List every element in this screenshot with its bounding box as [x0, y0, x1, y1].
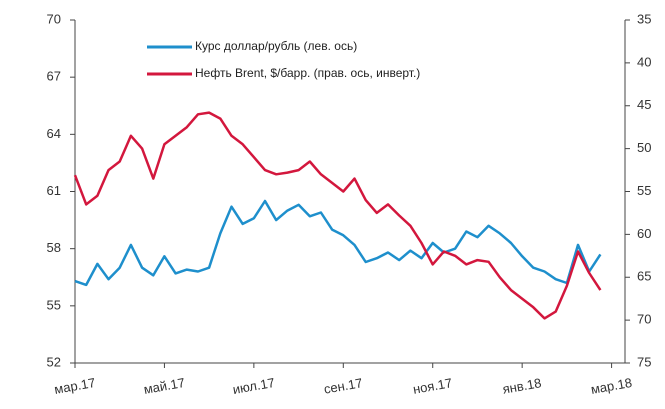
y2-tick-label: 60	[637, 226, 651, 241]
y2-tick-label: 50	[637, 140, 651, 155]
x-tick-label: мар.17	[53, 375, 96, 397]
y-tick-label: 52	[47, 354, 61, 369]
y-tick-label: 58	[47, 240, 61, 255]
y-tick-label: 64	[47, 126, 61, 141]
y2-tick-label: 55	[637, 183, 651, 198]
y-tick-label: 67	[47, 69, 61, 84]
legend-label: Нефть Brent, $/барр. (прав. ось, инверт.…	[195, 66, 420, 80]
y2-tick-label: 75	[637, 354, 651, 369]
x-tick-label: июл.17	[232, 375, 276, 397]
x-tick-label: мар.18	[590, 375, 633, 397]
legend-label: Курс доллар/рубль (лев. ось)	[195, 39, 357, 53]
y2-tick-label: 65	[637, 269, 651, 284]
y-tick-label: 55	[47, 297, 61, 312]
x-tick-label: янв.18	[501, 375, 542, 397]
y-tick-label: 61	[47, 183, 61, 198]
series-line	[73, 111, 602, 320]
y-tick-label: 70	[47, 11, 61, 26]
y2-tick-label: 35	[637, 11, 651, 26]
x-tick-label: сен.17	[323, 375, 364, 397]
x-tick-label: ноя.17	[412, 375, 454, 397]
y2-tick-label: 70	[637, 312, 651, 327]
y2-tick-label: 45	[637, 97, 651, 112]
series-line	[74, 199, 602, 287]
y2-tick-label: 40	[637, 54, 651, 69]
x-tick-label: май.17	[143, 375, 186, 397]
